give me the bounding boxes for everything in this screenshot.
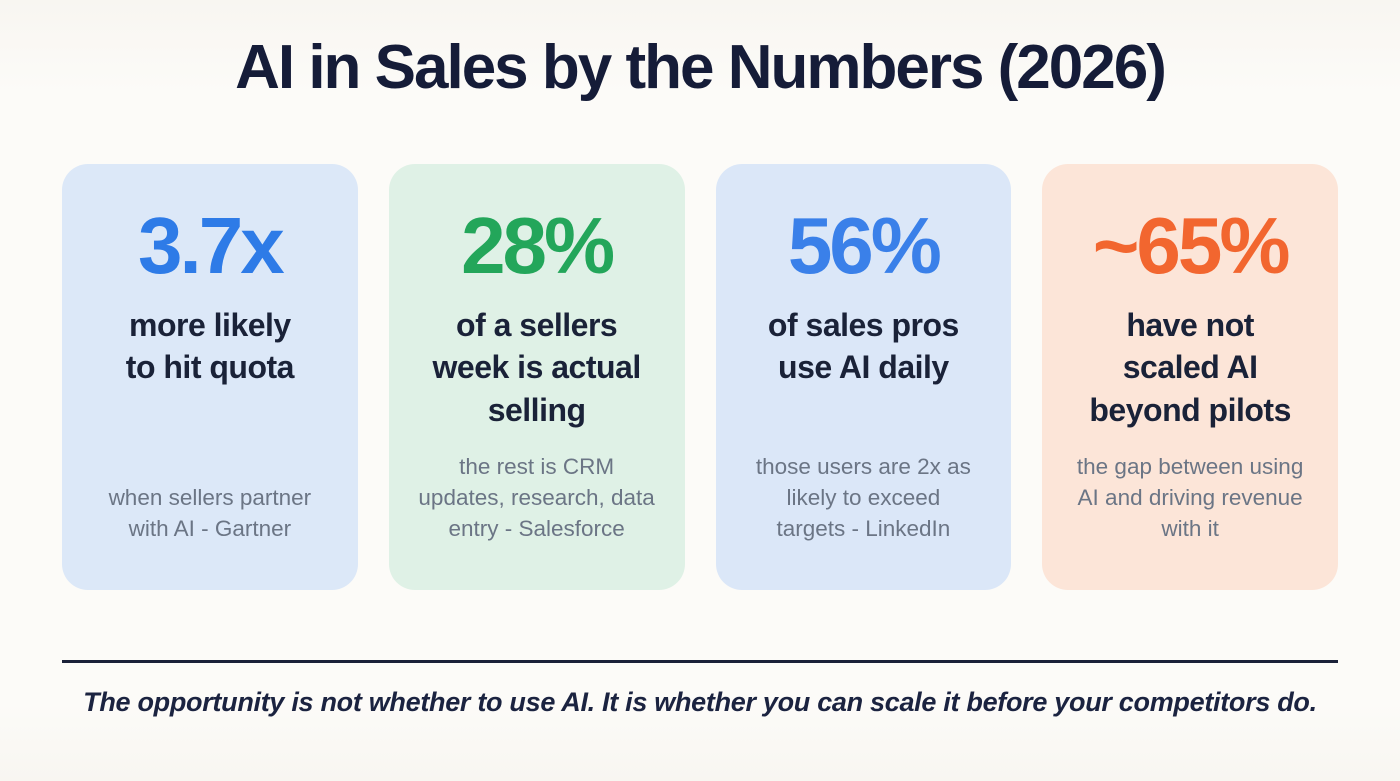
stat-detail: those users are 2x as likely to exceed t… [755, 454, 971, 541]
footer-divider-line [62, 660, 1338, 664]
stat-headline: have not scaled AI beyond pilots [1089, 307, 1291, 428]
footer-quote: The opportunity is not whether to use AI… [83, 687, 1317, 718]
stat-headline: more likely to hit quota [125, 307, 295, 386]
stat-value: 56% [787, 201, 942, 291]
stat-card-quota: 3.7x more likely to hit quota when selle… [62, 164, 358, 591]
stat-value: 3.7x [138, 201, 285, 291]
stat-headline: of sales pros use AI daily [767, 307, 959, 386]
stat-detail: the gap between using AI and driving rev… [1076, 454, 1304, 541]
stat-card-daily-ai-use: 56% of sales pros use AI daily those use… [715, 164, 1012, 591]
stat-card-pilot-gap: ~65% have not scaled AI beyond pilots th… [1042, 164, 1338, 591]
page-title: AI in Sales by the Numbers (2026) [235, 33, 1167, 102]
stat-value: ~65% [1092, 201, 1291, 291]
stat-cards-row: 3.7x more likely to hit quota when selle… [62, 164, 1338, 591]
stat-card-selling-time: 28% of a sellers week is actual selling … [388, 164, 685, 591]
stat-value: 28% [461, 201, 615, 291]
stat-detail: the rest is CRM updates, research, data … [418, 454, 655, 541]
stat-detail: when sellers partner with AI - Gartner [108, 485, 312, 541]
stat-headline: of a sellers week is actual selling [432, 307, 642, 428]
